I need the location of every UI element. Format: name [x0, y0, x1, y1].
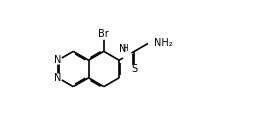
Circle shape — [54, 74, 62, 82]
Text: NH₂: NH₂ — [154, 38, 172, 48]
Circle shape — [149, 36, 162, 49]
Text: S: S — [131, 64, 137, 74]
Text: N: N — [54, 73, 62, 83]
Text: N: N — [54, 55, 62, 65]
Text: H: H — [122, 44, 128, 53]
Text: Br: Br — [99, 29, 109, 39]
Circle shape — [122, 50, 131, 59]
Circle shape — [99, 28, 109, 39]
Circle shape — [131, 65, 138, 73]
Text: N: N — [119, 44, 127, 54]
Circle shape — [54, 56, 62, 64]
